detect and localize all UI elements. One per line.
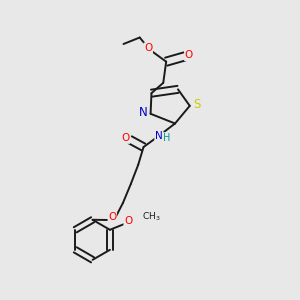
Text: CH$_3$: CH$_3$	[142, 211, 161, 224]
Text: N: N	[139, 106, 148, 119]
Text: N: N	[155, 131, 163, 141]
Text: O: O	[144, 43, 152, 53]
Text: O: O	[124, 216, 132, 226]
Text: H: H	[163, 133, 170, 142]
Text: O: O	[185, 50, 193, 61]
Text: O: O	[108, 212, 116, 222]
Text: S: S	[193, 98, 200, 111]
Text: O: O	[122, 133, 130, 143]
